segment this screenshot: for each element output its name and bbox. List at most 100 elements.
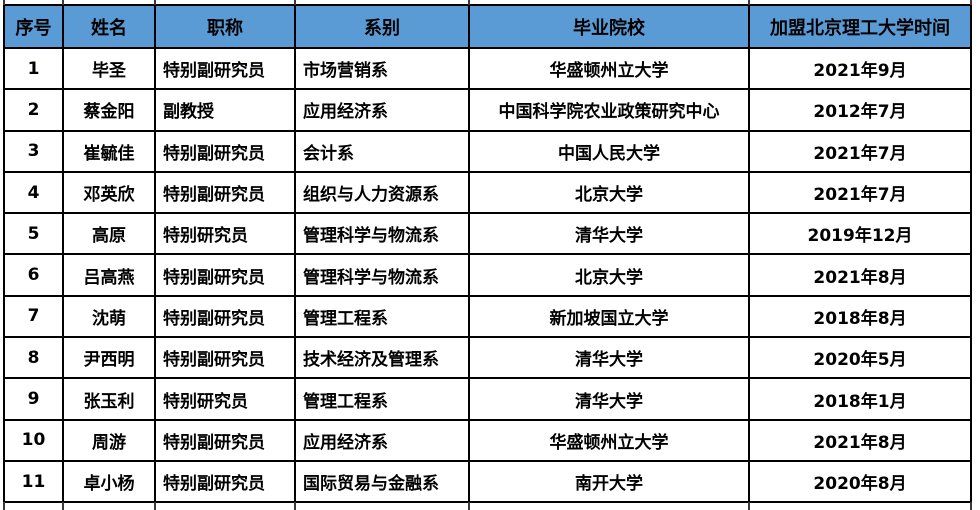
cell-join-date: 2018年8月	[748, 294, 972, 339]
table-row: 9 张玉利 特别研究员 管理工程系 清华大学 2018年1月	[3, 377, 972, 421]
column-header-name: 姓名	[62, 4, 156, 49]
table-row: 5 高原 特别研究员 管理科学与物流系 清华大学 2019年12月	[3, 212, 972, 256]
cell-join-date: 2012年7月	[748, 88, 972, 132]
cell-name: 尹西明	[62, 336, 156, 380]
cell-index: 3	[3, 129, 64, 173]
cell-title: 特别副研究员	[154, 459, 296, 504]
cell-name: 蔡金阳	[62, 88, 156, 132]
table-row: 1 毕圣 特别副研究员 市场营销系 华盛顿州立大学 2021年9月	[3, 46, 972, 91]
cell-title: 特别副研究员	[154, 129, 296, 173]
gridline-stub	[294, 502, 296, 510]
cell-title: 特别副研究员	[154, 294, 296, 339]
table-row: 7 沈萌 特别副研究员 管理工程系 新加坡国立大学 2018年8月	[3, 294, 972, 339]
cell-university: 清华大学	[468, 212, 750, 256]
table-row: 10 周游 特别副研究员 应用经济系 华盛顿州立大学 2021年8月	[3, 418, 972, 462]
cell-index: 6	[3, 253, 64, 297]
cell-join-date: 2021年7月	[748, 170, 972, 215]
table-row: 8 尹西明 特别副研究员 技术经济及管理系 清华大学 2020年5月	[3, 336, 972, 380]
table-row: 3 崔毓佳 特别副研究员 会计系 中国人民大学 2021年7月	[3, 129, 972, 173]
gridline-stub	[748, 502, 750, 510]
gridline-stub	[3, 0, 5, 5]
cell-title: 特别研究员	[154, 212, 296, 256]
gridline-stub	[154, 0, 156, 5]
gridline-stub	[3, 502, 5, 510]
cell-university: 北京大学	[468, 170, 750, 215]
table-row: 6 吕高燕 特别副研究员 管理科学与物流系 北京大学 2021年8月	[3, 253, 972, 297]
cell-index: 9	[3, 377, 64, 421]
column-header-join-date: 加盟北京理工大学时间	[748, 4, 972, 49]
table-row: 11 卓小杨 特别副研究员 国际贸易与金融系 南开大学 2020年8月	[3, 459, 972, 504]
cell-title: 特别副研究员	[154, 418, 296, 462]
cell-department: 应用经济系	[294, 418, 470, 462]
cell-university: 中国人民大学	[468, 129, 750, 173]
cell-name: 邓英欣	[62, 170, 156, 215]
gridline-stub	[154, 502, 156, 510]
cell-name: 周游	[62, 418, 156, 462]
cell-university: 华盛顿州立大学	[468, 418, 750, 462]
gridline-stub	[970, 0, 972, 5]
cell-title: 特别副研究员	[154, 336, 296, 380]
gridline-stub	[294, 0, 296, 5]
cell-join-date: 2018年1月	[748, 377, 972, 421]
cell-department: 市场营销系	[294, 46, 470, 91]
cell-university: 南开大学	[468, 459, 750, 504]
cell-name: 吕高燕	[62, 253, 156, 297]
cell-title: 特别副研究员	[154, 46, 296, 91]
cell-join-date: 2021年7月	[748, 129, 972, 173]
table-header-row: 序号 姓名 职称 系别 毕业院校 加盟北京理工大学时间	[3, 4, 972, 49]
cell-department: 国际贸易与金融系	[294, 459, 470, 504]
cell-department: 管理科学与物流系	[294, 253, 470, 297]
cell-university: 中国科学院农业政策研究中心	[468, 88, 750, 132]
cell-index: 8	[3, 336, 64, 380]
cell-name: 沈萌	[62, 294, 156, 339]
faculty-table: 序号 姓名 职称 系别 毕业院校 加盟北京理工大学时间 1 毕圣 特别副研究员 市场营…	[3, 4, 972, 504]
cell-university: 华盛顿州立大学	[468, 46, 750, 91]
cell-university: 新加坡国立大学	[468, 294, 750, 339]
cell-join-date: 2021年8月	[748, 253, 972, 297]
cell-name: 高原	[62, 212, 156, 256]
cell-department: 管理科学与物流系	[294, 212, 470, 256]
cell-index: 7	[3, 294, 64, 339]
cell-title: 副教授	[154, 88, 296, 132]
cell-title: 特别研究员	[154, 377, 296, 421]
cell-department: 应用经济系	[294, 88, 470, 132]
cell-department: 技术经济及管理系	[294, 336, 470, 380]
cell-join-date: 2020年8月	[748, 459, 972, 504]
cell-index: 2	[3, 88, 64, 132]
gridline-stub	[468, 0, 470, 5]
cell-index: 10	[3, 418, 64, 462]
column-header-index: 序号	[3, 4, 64, 49]
cell-title: 特别副研究员	[154, 170, 296, 215]
column-header-department: 系别	[294, 4, 470, 49]
cell-name: 卓小杨	[62, 459, 156, 504]
cell-department: 会计系	[294, 129, 470, 173]
cell-index: 5	[3, 212, 64, 256]
table-row: 4 邓英欣 特别副研究员 组织与人力资源系 北京大学 2021年7月	[3, 170, 972, 215]
gridline-stub	[468, 502, 470, 510]
cell-index: 1	[3, 46, 64, 91]
table-row: 2 蔡金阳 副教授 应用经济系 中国科学院农业政策研究中心 2012年7月	[3, 88, 972, 132]
cell-name: 毕圣	[62, 46, 156, 91]
cell-university: 清华大学	[468, 336, 750, 380]
cell-join-date: 2019年12月	[748, 212, 972, 256]
cell-index: 4	[3, 170, 64, 215]
gridline-stub	[62, 0, 64, 5]
cell-department: 组织与人力资源系	[294, 170, 470, 215]
cell-join-date: 2020年5月	[748, 336, 972, 380]
column-header-university: 毕业院校	[468, 4, 750, 49]
cell-university: 清华大学	[468, 377, 750, 421]
gridline-stub	[970, 502, 972, 510]
gridline-stub	[748, 0, 750, 5]
cell-department: 管理工程系	[294, 377, 470, 421]
cell-name: 崔毓佳	[62, 129, 156, 173]
gridline-stub	[62, 502, 64, 510]
column-header-title: 职称	[154, 4, 296, 49]
cell-index: 11	[3, 459, 64, 504]
cell-university: 北京大学	[468, 253, 750, 297]
cell-department: 管理工程系	[294, 294, 470, 339]
cell-name: 张玉利	[62, 377, 156, 421]
cell-join-date: 2021年8月	[748, 418, 972, 462]
cell-title: 特别副研究员	[154, 253, 296, 297]
table-body: 1 毕圣 特别副研究员 市场营销系 华盛顿州立大学 2021年9月 2 蔡金阳 副教授 应用经济系…	[3, 46, 972, 504]
